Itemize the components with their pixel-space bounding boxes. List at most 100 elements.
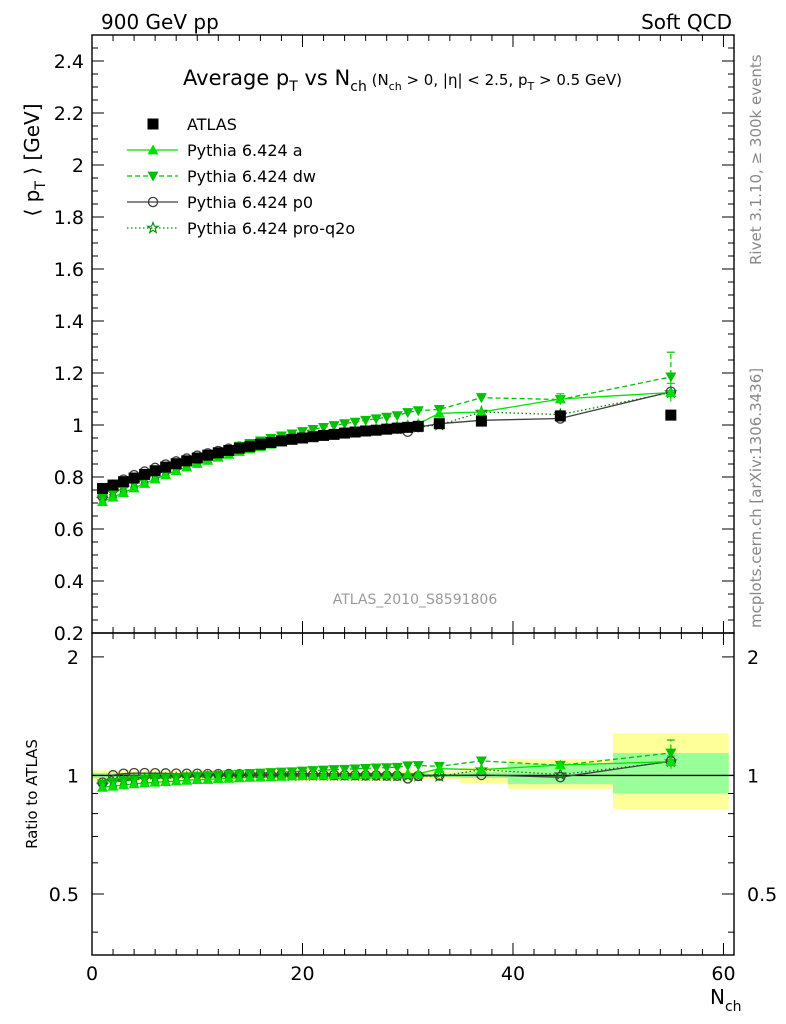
ratio-marker-pythia-6-424-a (139, 777, 151, 788)
marker-pythia-6-424-dw (412, 406, 424, 417)
ratio-marker-pythia-6-424-a (286, 770, 298, 781)
ratio-marker-pythia-6-424-a (307, 769, 319, 780)
title-main: Average p (183, 66, 289, 90)
marker-atlas (107, 479, 119, 491)
title-vs: vs N (298, 66, 350, 90)
ratio-marker-pythia-6-424-a (160, 776, 172, 787)
ratio-y-tick-label-right: 0.5 (747, 884, 777, 906)
watermark-analysis-id: ATLAS_2010_S8591806 (333, 592, 498, 608)
main-y-tick-label: 2.2 (54, 103, 84, 125)
main-y-tick-label: 2.4 (54, 51, 84, 73)
xlabel-sub: ch (725, 999, 742, 1015)
ratio-marker-pythia-6-424-a (328, 769, 340, 780)
marker-pythia-6-424-dw (391, 411, 403, 422)
legend-label-pythia-6-424-p0: Pythia 6.424 p0 (187, 193, 313, 212)
ratio-marker-pythia-6-424-a (107, 780, 119, 791)
ratio-marker-pythia-6-424-dw (412, 761, 424, 771)
ratio-marker-pythia-6-424-pro-q2o (553, 767, 568, 781)
marker-atlas (244, 440, 256, 452)
marker-pythia-6-424-dw (475, 393, 487, 404)
marker-pythia-6-424-dw (360, 415, 372, 426)
marker-pythia-6-424-a (97, 496, 109, 507)
marker-atlas (254, 438, 266, 450)
marker-atlas (149, 465, 161, 477)
marker-pythia-6-424-a (107, 491, 119, 502)
mcplots-label: mcplots.cern.ch [arXiv:1306.3436] (747, 368, 765, 628)
ratio-marker-pythia-6-424-a (149, 776, 161, 787)
ratio-marker-pythia-6-424-a (349, 768, 361, 779)
marker-atlas (128, 472, 140, 484)
ylabel-post: ⟩ [GeV] (20, 103, 44, 181)
header-category-label: Soft QCD (641, 10, 732, 34)
ratio-marker-pythia-6-424-a (233, 772, 245, 783)
main-y-tick-label: 1.2 (54, 363, 84, 385)
marker-pythia-6-424-a (139, 478, 151, 488)
main-panel: ATLAS_2010_S8591806 Average pT vs N ch (N… (20, 34, 735, 645)
marker-pythia-6-424-dw (402, 408, 414, 419)
marker-pythia-6-424-a (475, 406, 487, 417)
marker-pythia-6-424-dw (307, 425, 319, 435)
marker-atlas (296, 432, 308, 444)
series-line-pythia-6-424-p0 (102, 391, 672, 497)
ratio-y-axis-label: Ratio to ATLAS (23, 739, 41, 849)
marker-atlas (265, 436, 277, 448)
marker-pythia-6-424-a (665, 387, 677, 397)
marker-pythia-6-424-dw (296, 427, 308, 437)
main-y-tick-label: 0.6 (54, 519, 84, 541)
marker-atlas (191, 452, 203, 464)
ratio-marker-pythia-6-424-a (339, 769, 351, 780)
marker-atlas (665, 409, 677, 421)
marker-atlas (307, 431, 319, 443)
ratio-marker-pythia-6-424-dw (381, 763, 393, 774)
title-cond-open: (N (367, 71, 389, 89)
ratio-marker-pythia-6-424-a (97, 781, 109, 792)
xlabel-main: N (710, 985, 725, 1009)
marker-atlas (475, 415, 487, 427)
ratio-marker-pythia-6-424-a (118, 779, 130, 790)
title-cond-sub1: ch (389, 80, 402, 93)
marker-pythia-6-424-dw (339, 419, 351, 430)
ratio-marker-pythia-6-424-a (554, 759, 566, 770)
x-tick-label: 40 (501, 963, 525, 985)
main-y-tick-label: 1 (72, 415, 84, 437)
series-line-pythia-6-424-pro-q2o (102, 391, 672, 500)
ratio-marker-pythia-6-424-a (370, 768, 382, 779)
ratio-frame (91, 632, 735, 956)
marker-pythia-6-424-dw (318, 422, 330, 433)
ratio-marker-pythia-6-424-a (296, 770, 308, 781)
main-y-tick-label: 1.4 (54, 311, 84, 333)
marker-pythia-6-424-dw (349, 417, 361, 428)
ratio-marker-pythia-6-424-a (391, 768, 403, 779)
ratio-marker-pythia-6-424-dw (665, 748, 677, 759)
ratio-marker-pythia-6-424-a (254, 771, 266, 782)
ratio-bands (92, 733, 734, 810)
marker-pythia-6-424-dw (665, 372, 677, 383)
series-line-pythia-6-424-dw (102, 376, 672, 499)
legend-label-atlas: ATLAS (187, 115, 237, 134)
title-main-sub: T (288, 79, 298, 95)
main-axis-ticks: 0.2 0.4 0.6 0.8 1 1.2 1.4 1.6 1.8 2 2.2 2.4 (54, 34, 734, 645)
main-y-tick-label: 0.8 (54, 467, 84, 489)
marker-atlas (212, 447, 224, 459)
marker-atlas (391, 422, 403, 434)
marker-atlas (286, 433, 298, 445)
ratio-y-tick-label-left: 0.5 (49, 884, 79, 906)
legend-label-pythia-6-424-pro-q2o: Pythia 6.424 pro-q2o (187, 219, 355, 238)
main-series-lines (102, 376, 672, 503)
ratio-y-tick-label-left: 2 (67, 647, 79, 669)
ratio-marker-pythia-6-424-dw (370, 763, 382, 774)
marker-atlas (433, 418, 445, 430)
ratio-marker-pythia-6-424-a (475, 764, 487, 775)
ratio-marker-pythia-6-424-a (223, 772, 235, 783)
marker-pythia-6-424-dw (328, 421, 340, 432)
main-y-tick-label: 0.4 (54, 571, 84, 593)
marker-atlas (328, 428, 340, 440)
marker-pythia-6-424-dw (370, 414, 382, 425)
marker-atlas (349, 426, 361, 438)
ylabel-pre: ⟨ p (20, 190, 44, 217)
chart-title: Average pT vs Nch (Nch > 0, |η| < 2.5, p… (183, 66, 622, 95)
x-tick-label: 0 (86, 963, 98, 985)
ratio-marker-pythia-6-424-p0 (555, 771, 566, 783)
ratio-marker-pythia-6-424-a (381, 768, 393, 779)
